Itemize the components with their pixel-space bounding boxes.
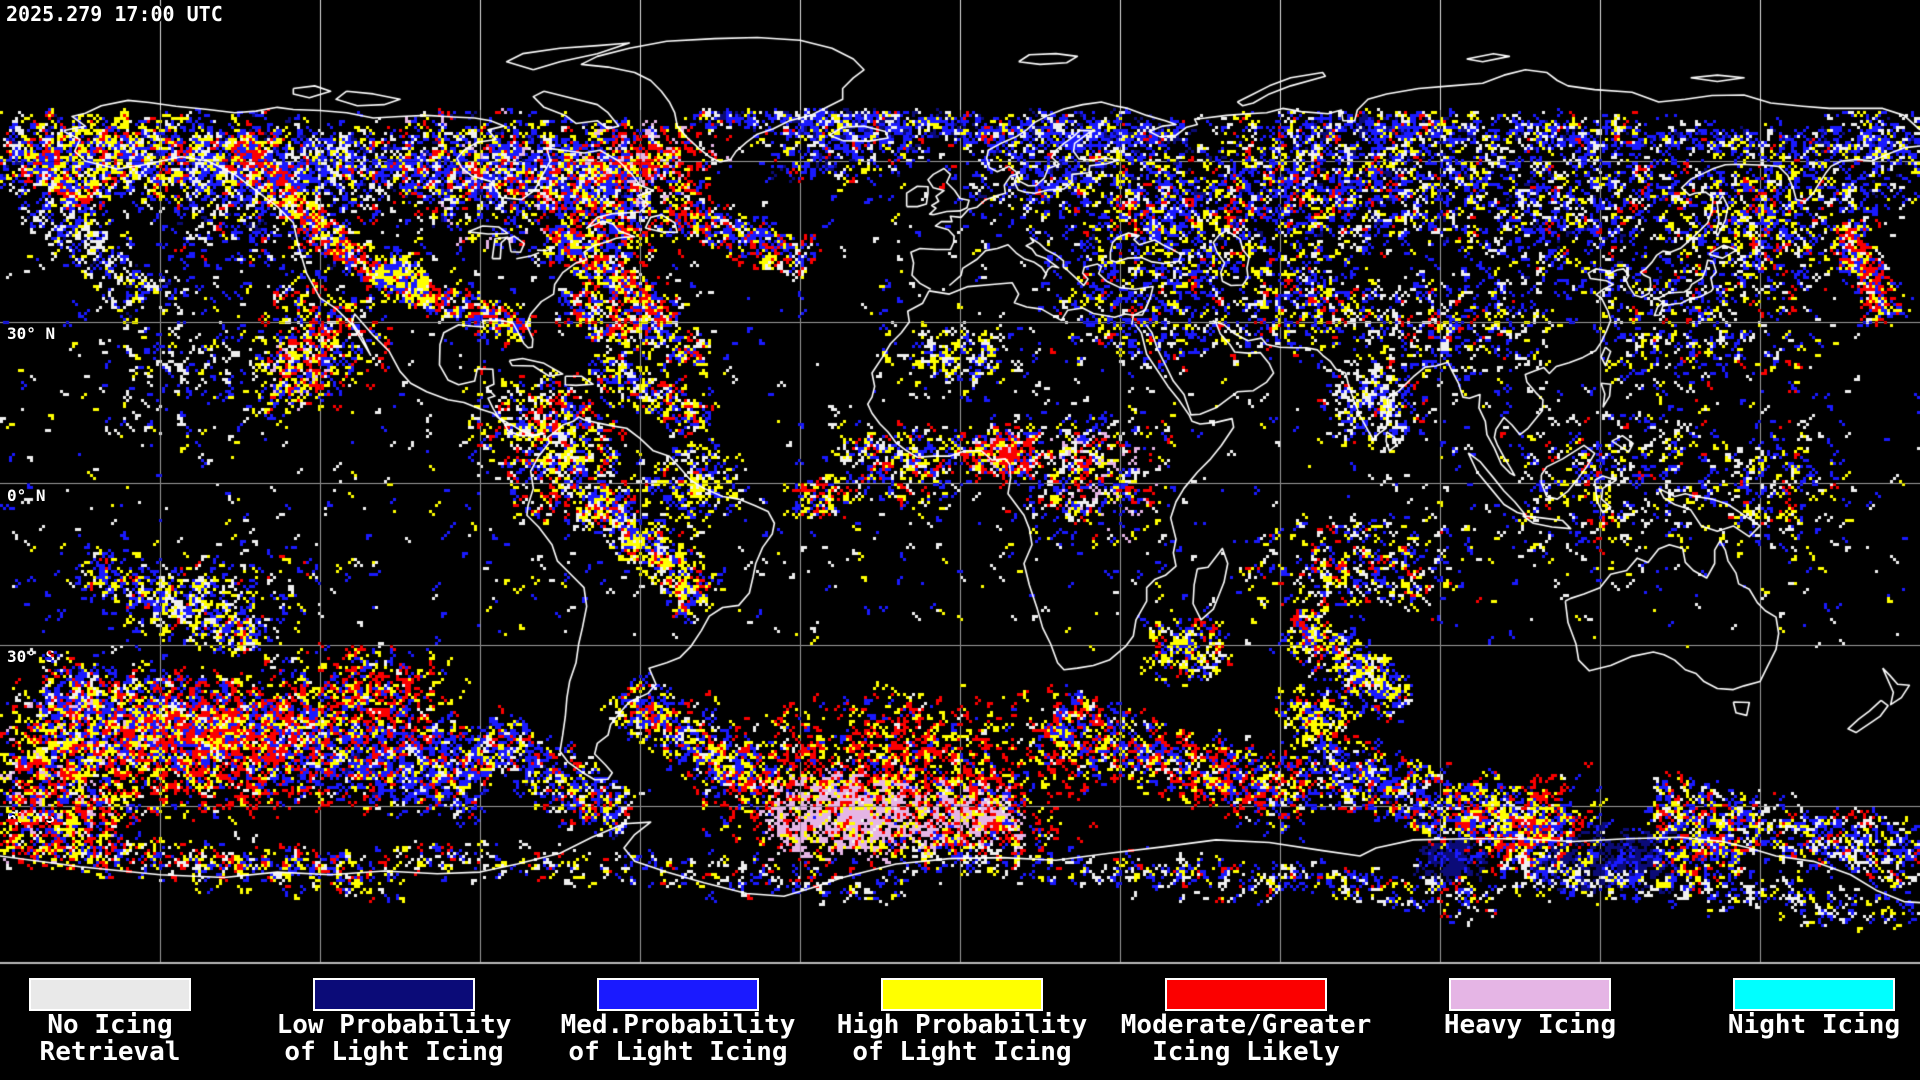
legend-item-heavy-icing: Heavy Icing [1444, 978, 1616, 1078]
legend-label-med-probability: Med.Probability of Light Icing [560, 1010, 796, 1067]
legend-label-low-probability: Low Probability of Light Icing [276, 1010, 512, 1067]
legend-swatch-med-probability [597, 978, 759, 1011]
legend-swatch-heavy-icing [1449, 978, 1611, 1011]
legend-swatch-night-icing [1733, 978, 1895, 1011]
legend-label-night-icing: Night Icing [1727, 1010, 1901, 1040]
legend-item-night-icing: Night Icing [1728, 978, 1900, 1078]
legend-label-heavy-icing: Heavy Icing [1443, 1010, 1617, 1040]
legend-swatch-moderate-greater [1165, 978, 1327, 1011]
legend-swatch-low-probability [313, 978, 475, 1011]
legend-label-no-icing: No Icing Retrieval [39, 1010, 181, 1067]
legend-swatch-high-probability [881, 978, 1043, 1011]
world-map: 30° N 0° N 30° S 60° S 2025.279 17:00 UT… [0, 0, 1920, 966]
map-canvas [0, 0, 1920, 966]
legend-item-moderate-greater: Moderate/Greater Icing Likely [1121, 978, 1371, 1078]
legend-swatch-no-icing [29, 978, 191, 1011]
legend-label-high-probability: High Probability of Light Icing [836, 1010, 1088, 1067]
timestamp: 2025.279 17:00 UTC [6, 2, 223, 26]
legend-item-no-icing: No Icing Retrieval [29, 978, 191, 1078]
legend-item-med-probability: Med.Probability of Light Icing [561, 978, 795, 1078]
legend-item-high-probability: High Probability of Light Icing [837, 978, 1087, 1078]
legend-item-low-probability: Low Probability of Light Icing [277, 978, 511, 1078]
legend-label-moderate-greater: Moderate/Greater Icing Likely [1120, 1010, 1372, 1067]
